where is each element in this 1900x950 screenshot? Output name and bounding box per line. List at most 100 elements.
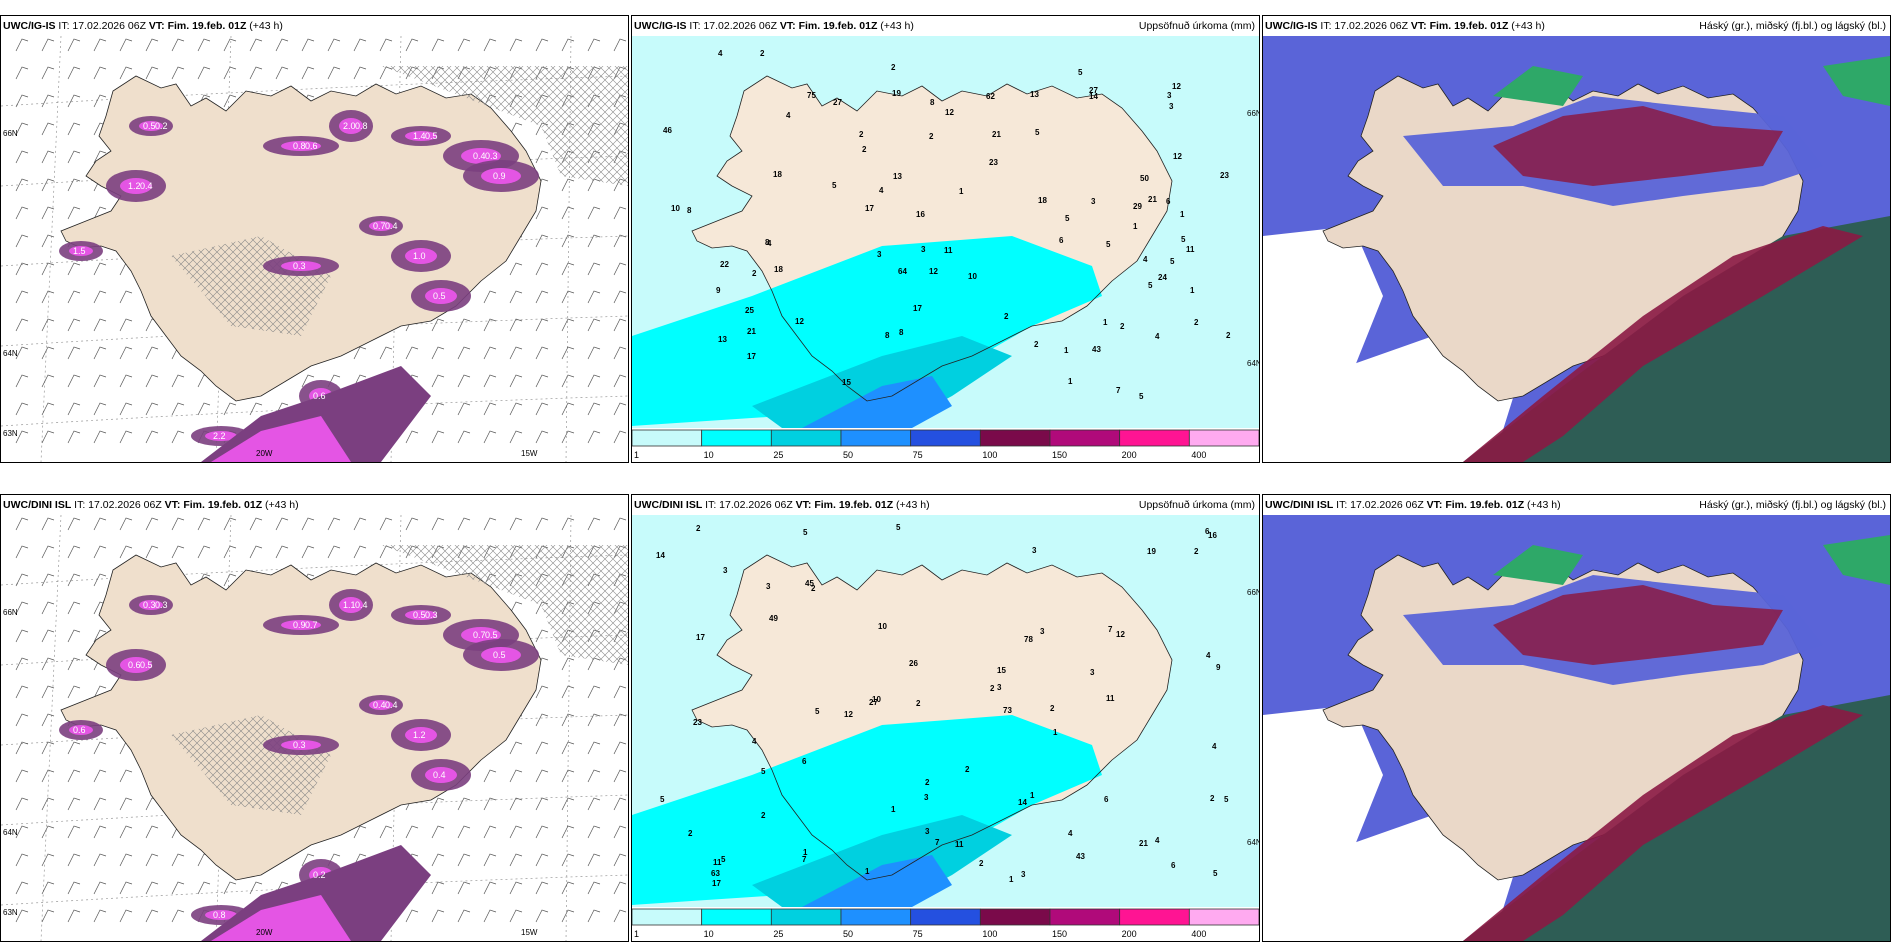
snowfall-area-core (481, 168, 521, 184)
snowfall-value: 2.0 (343, 121, 356, 131)
panel-title: Háský (gr.), miðský (fj.bl.) og lágský (… (1699, 499, 1886, 511)
colorbar-label: 10 (704, 450, 714, 460)
colorbar-label: 75 (913, 450, 923, 460)
snowfall-value: 0.3 (155, 600, 168, 610)
panel-header: UWC/DINI ISL IT: 17.02.2026 06Z VT: Fim.… (1263, 495, 1890, 515)
precip-value: 2 (811, 584, 816, 593)
colorbar-swatch (1119, 908, 1190, 926)
precip-value: 3 (723, 566, 728, 575)
colorbar-swatch (632, 429, 703, 447)
precip-value: 2 (752, 269, 757, 278)
precip-value: 2 (965, 765, 970, 774)
precip-value: 11 (713, 858, 722, 867)
precip-value: 2 (891, 63, 896, 72)
precip-value: 17 (747, 352, 756, 361)
snowfall-area-core (69, 246, 93, 256)
precip-value: 5 (1170, 257, 1175, 266)
precip-value: 3 (1021, 870, 1026, 879)
init-time: IT: 17.02.2026 06Z (689, 20, 777, 32)
precip-value: 5 (815, 707, 820, 716)
snowfall-value: 0.3 (485, 151, 498, 161)
valid-time: VT: Fim. 19.feb. 01Z (164, 499, 263, 511)
precip-value: 1 (1068, 377, 1073, 386)
precip-value: 2 (1210, 794, 1215, 803)
precip-value: 6 (802, 757, 807, 766)
snowfall-value: 0.5 (433, 291, 446, 301)
snowfall-value: 0.5 (413, 610, 426, 620)
valid-time: VT: Fim. 19.feb. 01Z (1410, 20, 1509, 32)
precip-value: 1 (1133, 222, 1138, 231)
iceland-landmass (60, 75, 542, 402)
snowfall-value: 0.4 (355, 600, 368, 610)
precip-value: 7 (1116, 386, 1121, 395)
snowfall-area-core (405, 131, 437, 141)
snowfall-value: 0.5 (143, 121, 156, 131)
lead-time: (+43 h) (880, 20, 914, 32)
colorbar-label: 100 (982, 450, 997, 460)
precip-value: 19 (892, 89, 901, 98)
precip-value: 3 (1167, 91, 1172, 100)
lead-time: (+43 h) (1511, 20, 1545, 32)
cloud-map (1263, 515, 1890, 941)
precip-value: 5 (896, 523, 901, 532)
panel-title: Uppsöfnuð úrkoma (mm) (1138, 499, 1255, 511)
snowfall-area-core (139, 600, 163, 610)
precip-value: 43 (1092, 345, 1101, 354)
precip-value: 23 (1220, 171, 1229, 180)
precip-value: 2 (1194, 318, 1199, 327)
axis-label: 20W (256, 928, 273, 937)
snowfall-area-core (205, 910, 237, 920)
precip-value: 23 (693, 718, 702, 727)
high-cloud-area (1463, 705, 1863, 941)
precip-value: 11 (944, 246, 953, 255)
precip-value: 17 (865, 204, 874, 213)
precip-value: 24 (1158, 273, 1167, 282)
precip-value: 43 (1076, 852, 1085, 861)
snowfall-area-core (481, 647, 521, 663)
colorbar-label: 50 (843, 929, 853, 939)
precip-value: 10 (671, 204, 680, 213)
precip-values: 1132444445531713125575151618141091183526… (663, 49, 1231, 401)
precip-map: 1132444445531713125575151618141091183526… (632, 36, 1259, 460)
snowfall-value: 0.3 (293, 740, 306, 750)
precip-value: 50 (1140, 174, 1149, 183)
init-time: IT: 17.02.2026 06Z (705, 499, 793, 511)
precip-values: 1114535651019710332177121414161511124552… (656, 523, 1229, 888)
axis-label: 20W (256, 449, 273, 458)
precip-value: 8 (765, 238, 770, 247)
snowfall-value: 0.3 (425, 610, 438, 620)
precip-value: 2 (1120, 322, 1125, 331)
precip-value: 1 (1180, 210, 1185, 219)
precip-value: 11 (955, 840, 964, 849)
panel-header: UWC/IG-IS IT: 17.02.2026 06Z VT: Fim. 19… (1, 16, 628, 36)
precip-value: 3 (1091, 197, 1096, 206)
precip-value: 49 (769, 614, 778, 623)
snowfall-area-core (461, 627, 501, 643)
precip-value: 4 (1155, 836, 1160, 845)
precip-value: 2 (696, 524, 701, 533)
snowfall-value: 0.5 (140, 660, 153, 670)
precip-value: 17 (913, 304, 922, 313)
precip-value: 12 (1172, 82, 1181, 91)
low-cloud-area (1493, 545, 1583, 585)
axis-label: 15W (521, 449, 538, 458)
precip-value: 5 (1065, 214, 1070, 223)
colorbar-swatch (1049, 429, 1121, 447)
precip-value: 3 (921, 245, 926, 254)
high-cloud-area (1493, 585, 1783, 665)
panel-title: Háský (gr.), miðský (fj.bl.) og lágský (… (1699, 20, 1886, 32)
precip-value: 10 (878, 622, 887, 631)
colorbar-swatch (840, 908, 912, 926)
snowfall-value: 1.4 (413, 131, 426, 141)
snowfall-value: 0.4 (473, 151, 486, 161)
colorbar-swatch (632, 908, 703, 926)
axis-label: 64N (1247, 359, 1259, 368)
precip-value: 6 (1104, 795, 1109, 804)
precip-value: 2 (688, 829, 693, 838)
precip-value: 78 (1024, 635, 1033, 644)
precip-value: 27 (833, 98, 842, 107)
precip-value: 6 (1205, 527, 1210, 536)
precip-value: 12 (795, 317, 804, 326)
precip-value: 12 (945, 108, 954, 117)
precip-value: 18 (774, 265, 783, 274)
